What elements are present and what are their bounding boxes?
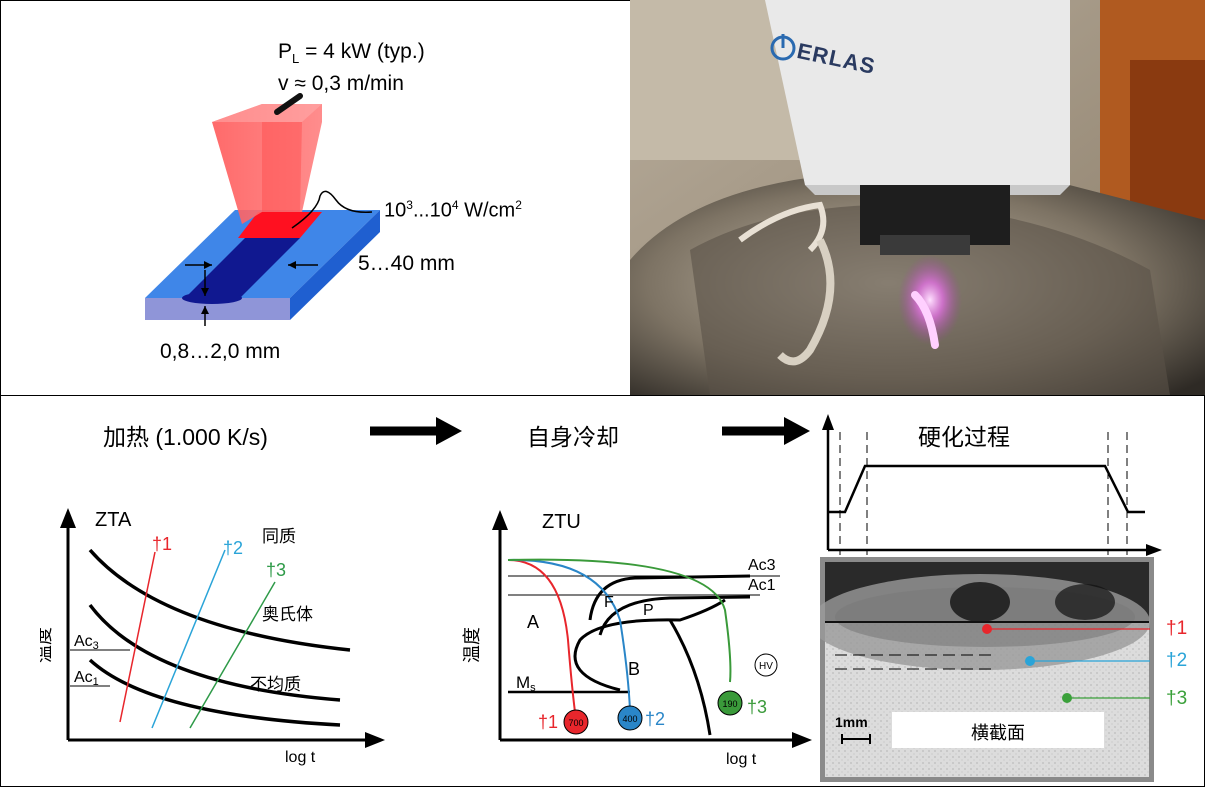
process-arrows xyxy=(370,417,810,445)
ztu-region-p: P xyxy=(643,602,654,619)
ztu-hardness-1-marker xyxy=(563,709,589,735)
ztu-ferrite-start xyxy=(588,574,751,621)
ztu-title: ZTU xyxy=(542,511,581,533)
ztu-ylabel: 温度 xyxy=(462,627,482,663)
zta-xlabel: log t xyxy=(285,749,316,766)
intensity-curve xyxy=(291,190,373,229)
ztu-cooling-2 xyxy=(507,558,631,711)
speed-label: v ≈ 0,3 m/min xyxy=(278,72,404,95)
zta-curve-label-2: †2 xyxy=(223,538,243,558)
zta-ylabel: 温度 xyxy=(40,627,54,663)
scale-bar-label: 1mm xyxy=(835,714,868,730)
ztu-chart: ZTU 温度 log t Ac3 Ac1 A F P B Ms HV 700 4… xyxy=(462,510,812,768)
zta-line-2 xyxy=(151,549,226,729)
depth-label: 0,8…2,0 mm xyxy=(160,340,281,363)
ztu-cooling-1 xyxy=(507,559,577,721)
ztu-hardness-2: 400 xyxy=(622,714,637,724)
ztu-cooling-3 xyxy=(507,558,732,683)
zta-label-austenite: 奥氏体 xyxy=(262,605,313,624)
ztu-hardness-3-marker xyxy=(717,690,743,716)
section-divider xyxy=(0,395,1205,396)
cross-section-image: 1mm 横截面 xyxy=(820,557,1154,782)
cross-section-label: 横截面 xyxy=(971,723,1025,743)
zta-curve-homogeneous xyxy=(88,548,351,652)
ztu-curve-label-2: †2 xyxy=(645,709,665,729)
zta-ac3: Ac3 xyxy=(74,633,99,652)
hardened-track xyxy=(185,238,300,298)
ztu-hardness-3: 190 xyxy=(722,699,737,709)
ztu-bainite-end xyxy=(668,619,712,736)
ztu-xlabel: log t xyxy=(726,751,757,768)
ztu-region-b: B xyxy=(628,659,640,679)
beam-spot xyxy=(238,212,322,238)
width-label: 5…40 mm xyxy=(358,252,455,275)
machine-photo: ERLAS xyxy=(630,0,1205,395)
laser-schematic xyxy=(145,93,380,326)
ztu-curve-label-3: †3 xyxy=(747,697,767,717)
cross-section-marker-1: †1 xyxy=(1166,618,1188,639)
ztu-ac3: Ac3 xyxy=(748,557,776,574)
ztu-hv-marker xyxy=(754,653,778,677)
ztu-ms: Ms xyxy=(516,673,536,694)
ztu-region-a: A xyxy=(527,612,539,632)
ztu-ac1: Ac1 xyxy=(748,577,776,594)
zta-curve-label-3: †3 xyxy=(266,560,286,580)
ztu-region-f: F xyxy=(604,594,614,611)
step-heating: 加热 (1.000 K/s) xyxy=(103,424,268,450)
step-hardening: 硬化过程 xyxy=(918,424,1010,450)
zta-title: ZTA xyxy=(95,509,132,531)
hardening-profile xyxy=(822,414,1162,556)
zta-curve-ac3 xyxy=(88,603,341,702)
laser-power-label: PL = 4 kW (typ.) xyxy=(278,40,425,67)
zta-chart: ZTA 温度 log t 同质 奥氏体 不均质 Ac3 Ac1 †1 †2 †3 xyxy=(40,508,385,766)
ztu-hv-label: HV xyxy=(759,661,773,672)
zta-ac1: Ac1 xyxy=(74,669,99,688)
zta-label-inhomogeneous: 不均质 xyxy=(250,675,301,694)
intensity-label: 103...104 W/cm2 xyxy=(384,198,522,222)
zta-line-3 xyxy=(189,581,276,729)
cross-section-marker-2: †2 xyxy=(1166,650,1188,671)
ztu-hardness-1: 700 xyxy=(568,718,583,728)
plate-side xyxy=(290,210,380,320)
zta-curve-label-1: †1 xyxy=(152,534,172,554)
temperature-profile xyxy=(828,464,1145,514)
ztu-hardness-2-marker xyxy=(617,705,643,731)
zta-curve-ac1 xyxy=(88,658,341,727)
ztu-bainite xyxy=(573,598,726,692)
ztu-curve-label-1: †1 xyxy=(538,712,558,732)
zta-line-1 xyxy=(119,551,156,723)
cross-section-marker-3: †3 xyxy=(1166,688,1188,709)
plate-front xyxy=(145,298,290,320)
zta-label-homogeneous: 同质 xyxy=(262,527,296,546)
step-self-quench: 自身冷却 xyxy=(527,424,619,450)
